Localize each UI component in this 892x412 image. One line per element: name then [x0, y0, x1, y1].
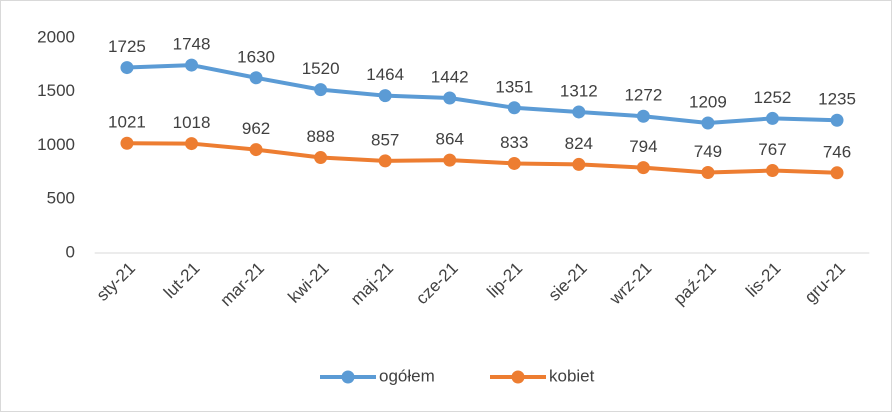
- data-label: 857: [371, 130, 399, 149]
- data-label: 1442: [431, 67, 469, 86]
- data-label: 1235: [818, 90, 856, 109]
- data-label: 1252: [754, 88, 792, 107]
- marker: [830, 166, 844, 180]
- marker: [443, 153, 457, 167]
- marker: [572, 105, 586, 119]
- marker: [765, 111, 779, 125]
- y-tick-label: 1500: [37, 81, 75, 100]
- series-line: [126, 141, 838, 175]
- marker: [185, 137, 199, 151]
- marker: [120, 61, 134, 75]
- data-label: 888: [306, 127, 334, 146]
- data-label: 1351: [495, 77, 533, 96]
- marker: [314, 83, 328, 97]
- y-tick-label: 1000: [37, 135, 75, 154]
- data-label: 746: [823, 142, 851, 161]
- marker: [378, 154, 392, 168]
- data-label: 1272: [624, 86, 662, 105]
- data-label: 1520: [302, 59, 340, 78]
- marker: [443, 91, 457, 105]
- data-label: 962: [242, 119, 270, 138]
- marker: [507, 101, 521, 115]
- data-label: 1312: [560, 81, 598, 100]
- series-line: [126, 63, 838, 126]
- legend-marker: [341, 370, 355, 384]
- marker: [378, 89, 392, 103]
- marker: [830, 113, 844, 127]
- marker: [249, 71, 263, 85]
- y-tick-label: 0: [66, 242, 75, 261]
- data-label: 1021: [108, 113, 146, 132]
- data-label: 1725: [108, 37, 146, 56]
- marker: [507, 156, 521, 170]
- data-label: 1630: [237, 47, 275, 66]
- y-tick-label: 2000: [37, 27, 75, 46]
- data-label: 1018: [173, 113, 211, 132]
- data-label: 864: [436, 130, 464, 149]
- marker: [765, 164, 779, 178]
- y-tick-label: 500: [47, 189, 75, 208]
- marker: [572, 157, 586, 171]
- marker: [701, 116, 715, 130]
- legend-marker: [511, 370, 525, 384]
- marker: [636, 109, 650, 123]
- legend-label: ogółem: [379, 366, 435, 385]
- data-label: 794: [629, 137, 657, 156]
- data-label: 1748: [173, 35, 211, 54]
- data-label: 833: [500, 133, 528, 152]
- marker: [249, 143, 263, 157]
- marker: [120, 136, 134, 150]
- legend-label: kobiet: [549, 366, 595, 385]
- data-label: 749: [694, 142, 722, 161]
- data-label: 1209: [689, 93, 727, 112]
- marker: [185, 58, 199, 72]
- data-label: 1464: [366, 65, 404, 84]
- marker: [636, 161, 650, 175]
- data-label: 824: [565, 134, 593, 153]
- marker: [701, 165, 715, 179]
- marker: [314, 151, 328, 165]
- data-label: 767: [758, 140, 786, 159]
